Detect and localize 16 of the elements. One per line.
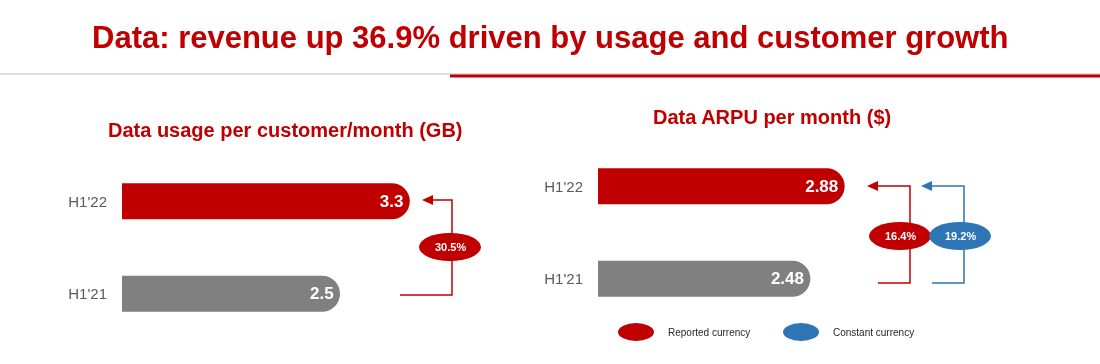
annotation: Reported currency xyxy=(668,327,751,338)
data-label: 2.88 xyxy=(805,176,839,196)
y-tick-label: H1'21 xyxy=(68,285,107,302)
data-label: 3.3 xyxy=(379,191,404,211)
chart-subtitle: Data ARPU per month ($) xyxy=(653,106,892,128)
text: 16.4% xyxy=(885,230,917,242)
y-tick-label: H1'21 xyxy=(544,270,583,287)
data-label: 2.48 xyxy=(770,269,805,289)
y-tick-label: H1'22 xyxy=(68,192,107,210)
text: 30.5% xyxy=(435,241,467,253)
text: Data: revenue up 36.9% driven by usage and customer growth xyxy=(92,20,1009,55)
data-label: 2.5 xyxy=(310,284,334,304)
text: 19.2% xyxy=(945,230,977,242)
y-tick-label: H1'22 xyxy=(544,177,583,195)
annotation: Constant currency xyxy=(833,327,915,338)
chart-subtitle: Data usage per customer/month (GB) xyxy=(108,119,463,141)
